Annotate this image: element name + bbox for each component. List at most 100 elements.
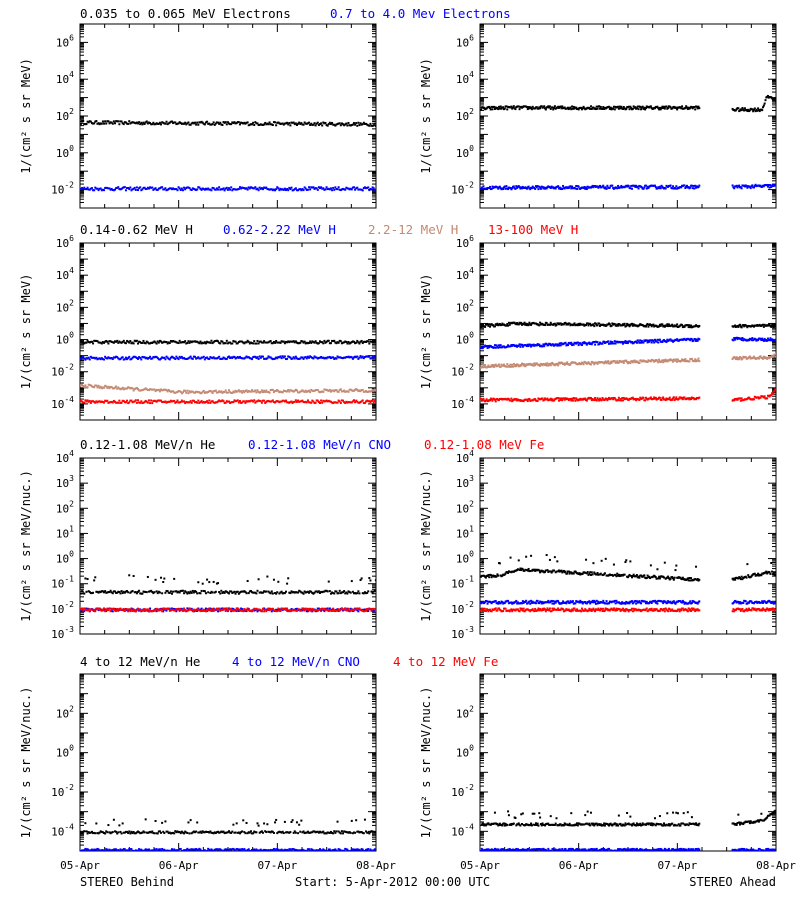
data-point <box>197 341 200 344</box>
data-point <box>618 323 621 326</box>
data-point <box>124 356 127 359</box>
data-point <box>505 185 508 188</box>
data-point <box>238 591 241 594</box>
data-point <box>522 400 525 403</box>
data-point <box>176 341 179 344</box>
data-point <box>187 121 190 124</box>
data-point <box>497 108 500 111</box>
data-point <box>338 589 341 592</box>
data-point <box>210 189 213 192</box>
data-point <box>189 590 192 593</box>
data-point <box>351 340 354 343</box>
data-point <box>740 397 743 400</box>
data-point <box>355 122 358 125</box>
data-point <box>244 401 247 404</box>
data-point <box>622 324 625 327</box>
data-point <box>663 105 666 108</box>
data-point <box>541 185 544 188</box>
data-point <box>334 124 337 127</box>
data-point <box>481 366 484 369</box>
data-point <box>279 591 282 594</box>
data-point <box>101 341 104 344</box>
data-point <box>180 399 183 402</box>
data-point <box>332 402 335 405</box>
y-tick-label: 101 <box>56 524 74 540</box>
data-point <box>111 122 114 125</box>
data-point <box>349 187 352 190</box>
data-point <box>297 189 300 192</box>
data-point <box>256 389 259 392</box>
data-point <box>257 357 260 360</box>
data-point <box>169 390 172 393</box>
data-point <box>739 323 741 326</box>
data-point <box>593 363 596 366</box>
data-point <box>152 592 155 595</box>
data-point <box>322 187 325 190</box>
data-point <box>121 186 124 189</box>
data-point <box>135 401 138 404</box>
data-point <box>637 340 640 343</box>
data-point <box>198 391 201 394</box>
data-point <box>351 389 354 392</box>
data-point <box>608 362 611 365</box>
data-point <box>163 608 166 611</box>
data-point <box>213 188 216 191</box>
data-point <box>305 357 308 360</box>
data-point <box>103 189 106 192</box>
data-point <box>667 325 670 328</box>
data-point <box>200 392 203 395</box>
data-point <box>263 399 266 402</box>
data-point <box>81 356 84 359</box>
data-point <box>236 121 239 124</box>
data-point <box>496 345 499 348</box>
data-point <box>176 591 179 594</box>
data-point <box>294 399 297 402</box>
data-point <box>151 388 154 391</box>
data-point <box>339 340 342 343</box>
data-point <box>113 188 116 191</box>
data-point <box>362 187 365 190</box>
data-point <box>291 340 294 343</box>
data-point <box>138 187 141 190</box>
data-point <box>631 341 634 344</box>
data-point <box>170 188 173 191</box>
data-point <box>368 124 371 127</box>
data-point <box>626 342 629 345</box>
data-point <box>149 590 152 593</box>
data-point <box>181 341 184 344</box>
data-point <box>101 358 104 361</box>
data-point <box>243 357 246 360</box>
data-point <box>516 186 519 189</box>
data-point <box>214 122 217 125</box>
data-point <box>104 120 107 123</box>
chart-row-2: 0.14-0.62 MeV H 0.62-2.22 MeV H 2.2-12 MeV… <box>19 222 777 421</box>
data-point <box>627 185 630 188</box>
data-point <box>592 186 595 189</box>
data-point <box>536 185 539 188</box>
data-point <box>111 341 114 344</box>
data-point <box>320 399 323 402</box>
data-point <box>370 188 373 191</box>
data-point <box>623 322 626 325</box>
data-point <box>200 120 203 123</box>
data-point <box>282 188 285 191</box>
data-point <box>221 188 224 191</box>
data-point <box>365 187 368 190</box>
data-point <box>103 122 106 125</box>
data-point <box>228 355 230 358</box>
data-point <box>538 106 541 109</box>
data-point <box>363 591 366 594</box>
data-point <box>246 188 249 191</box>
data-point <box>191 121 194 124</box>
data-point <box>573 107 576 110</box>
data-point <box>582 342 585 345</box>
data-point <box>96 590 99 593</box>
data-point <box>195 340 198 343</box>
data-point <box>144 357 147 360</box>
data-point <box>357 401 360 404</box>
data-point <box>267 123 270 126</box>
data-point <box>676 360 679 363</box>
data-point <box>103 609 106 612</box>
data-point <box>274 357 277 360</box>
data-point <box>643 106 646 109</box>
